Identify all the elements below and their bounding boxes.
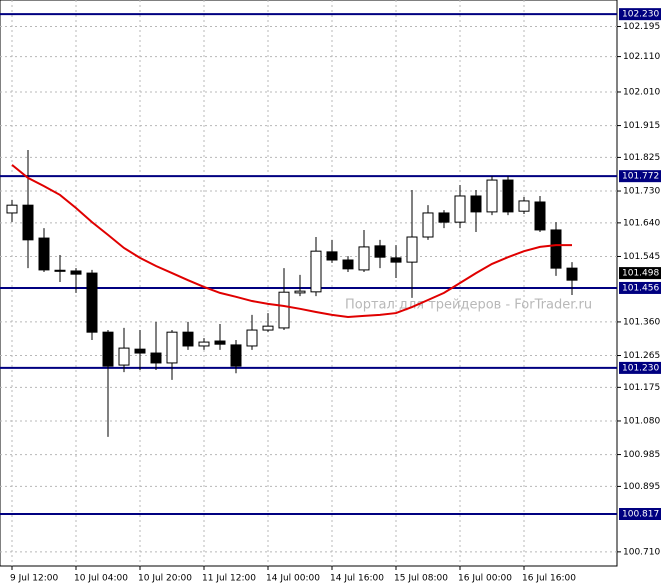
y-tick-label: 101.080: [623, 416, 660, 426]
candle-body: [374, 245, 386, 258]
candle-body: [294, 290, 306, 294]
y-tick-label: 101.730: [623, 187, 660, 197]
candle-body: [326, 251, 338, 261]
level-tag: [619, 170, 661, 183]
moving-average: [11, 164, 572, 318]
y-tick-label: 101.175: [623, 383, 660, 393]
candle-body: [22, 204, 34, 241]
x-tick-label: 16 Jul 16:00: [522, 574, 576, 584]
candle-body: [406, 236, 418, 263]
candle-body: [342, 259, 354, 270]
candle-body: [454, 195, 466, 223]
candle-body: [214, 340, 226, 345]
level-tag: [619, 281, 661, 294]
candle-body: [246, 329, 258, 347]
candle-body: [166, 331, 178, 364]
y-tick-label: 101.545: [623, 252, 660, 262]
candle-body: [134, 348, 146, 354]
candle-body: [182, 331, 194, 347]
level-label: 101.230: [622, 363, 659, 373]
level-label: 101.772: [622, 172, 659, 182]
candle-body: [102, 331, 114, 367]
level-label: 100.817: [622, 509, 659, 519]
y-tick-label: 101.915: [623, 121, 660, 131]
last-price-tag: [619, 267, 661, 280]
candle-body: [550, 229, 562, 269]
candle-body: [486, 179, 498, 213]
x-tick-label: 10 Jul 04:00: [74, 574, 128, 584]
candle-body: [518, 200, 530, 212]
x-tick-label: 9 Jul 12:00: [10, 574, 59, 584]
x-tick-label: 11 Jul 12:00: [202, 574, 256, 584]
candle-body: [6, 204, 18, 214]
watermark: Портал для трейдеров - ForTrader.ru: [345, 298, 592, 313]
y-tick-label: 102.010: [623, 87, 660, 97]
candle-body: [534, 201, 546, 231]
candle-body: [438, 212, 450, 223]
x-tick-label: 15 Jul 08:00: [394, 574, 448, 584]
level-tag: [619, 507, 661, 520]
x-tick-label: 16 Jul 00:00: [458, 574, 512, 584]
candle-body: [502, 179, 514, 213]
level-tag: [619, 361, 661, 374]
x-tick-label: 10 Jul 20:00: [138, 574, 192, 584]
candle-body: [70, 270, 82, 275]
candle-body: [422, 212, 434, 238]
y-tick-label: 100.985: [623, 450, 660, 460]
candle-body: [150, 352, 162, 364]
y-tick-label: 101.825: [623, 153, 660, 163]
x-tick-label: 14 Jul 16:00: [330, 574, 384, 584]
candle-body: [38, 237, 50, 271]
x-tick-label: 14 Jul 00:00: [266, 574, 320, 584]
y-tick-label: 101.265: [623, 351, 660, 361]
candle-body: [278, 291, 290, 329]
candle-body: [230, 344, 242, 367]
level-label: 102.230: [622, 10, 659, 20]
candle-body: [470, 195, 482, 213]
plot-frame: [0, 0, 618, 567]
candle-body: [54, 269, 66, 272]
candle-body: [358, 246, 370, 271]
y-tick-label: 102.110: [623, 52, 660, 62]
y-tick-label: 100.710: [623, 547, 660, 557]
level-tag: [619, 8, 661, 21]
candle-body: [390, 257, 402, 263]
y-tick-label: 101.360: [623, 317, 660, 327]
candle-body: [118, 347, 130, 366]
y-tick-label: 101.640: [623, 218, 660, 228]
y-tick-label: 100.895: [623, 482, 660, 492]
last-price-label: 101.498: [622, 269, 659, 279]
candle-body: [262, 325, 274, 331]
candle-body: [310, 250, 322, 293]
level-label: 101.456: [622, 283, 659, 293]
y-tick-label: 102.195: [623, 22, 660, 32]
candle-body: [86, 272, 98, 333]
candle-body: [198, 341, 210, 347]
candle-body: [566, 267, 578, 281]
